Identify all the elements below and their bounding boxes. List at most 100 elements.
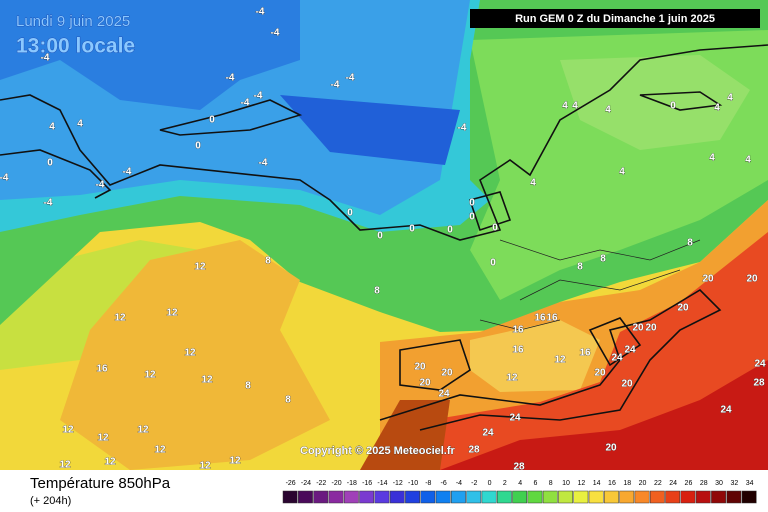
contour-label: -4 [96,180,105,191]
scale-label: 2 [503,480,507,487]
contour-label: 8 [245,381,251,392]
contour-label: 24 [438,389,450,400]
scale-swatch [481,490,497,504]
scale-swatch [435,490,451,504]
contour-label: 24 [611,353,623,364]
contour-label: 4 [605,105,611,116]
contour-label: 0 [209,115,215,126]
contour-label: 16 [512,325,524,336]
contour-label: -4 [0,173,9,184]
contour-label: 8 [374,286,380,297]
scale-label: -18 [347,480,357,487]
contour-label: 12 [154,445,166,456]
contour-label: 24 [509,413,521,424]
scale-label: 30 [715,480,723,487]
scale-label: 26 [685,480,693,487]
contour-label: 0 [47,158,53,169]
scale-label: 28 [700,480,708,487]
scale-label: 18 [623,480,631,487]
forecast-date: Lundi 9 juin 2025 [16,13,130,30]
contour-label: 8 [687,238,693,249]
scale-label: 22 [654,480,662,487]
scale-swatch [420,490,436,504]
scale-swatch [527,490,543,504]
scale-swatch [542,490,558,504]
contour-label: 12 [554,355,566,366]
contour-label: -4 [331,80,340,91]
contour-label: 0 [347,208,353,219]
contour-label: 20 [621,379,633,390]
contour-label: 0 [377,231,383,242]
scale-label: 8 [549,480,553,487]
scale-label: 32 [730,480,738,487]
scale-label: -6 [441,480,447,487]
contour-label: 8 [285,395,291,406]
contour-label: 4 [714,103,720,114]
footer-subtitle: (+ 204h) [30,495,71,507]
contour-label: 24 [624,345,636,356]
contour-label: 12 [59,460,71,471]
contour-label: 20 [677,303,689,314]
contour-label: 20 [746,274,758,285]
contour-label: 0 [490,258,496,269]
contour-label: 28 [468,445,480,456]
contour-label: 4 [745,155,751,166]
contour-label: 12 [144,370,156,381]
contour-label: 0 [670,101,676,112]
map [0,0,768,470]
scale-label: 10 [562,480,570,487]
contour-label: -4 [41,53,50,64]
scale-swatch [328,490,344,504]
scale-swatch [558,490,573,504]
contour-label: 20 [702,274,714,285]
scale-label: -8 [425,480,431,487]
contour-label: 20 [605,443,617,454]
contour-label: 8 [600,254,606,265]
scale-swatch [466,490,482,504]
scale-label: -12 [393,480,403,487]
contour-label: -4 [254,91,263,102]
contour-label: -4 [259,158,268,169]
contour-label: 12 [137,425,149,436]
run-info: Run GEM 0 Z du Dimanche 1 juin 2025 [515,13,715,25]
contour-label: 0 [195,141,201,152]
forecast-time: 13:00 locale [16,35,135,58]
scale-swatch [343,490,359,504]
scale-swatch [634,490,650,504]
scale-swatch [741,490,757,504]
contour-label: 12 [506,373,518,384]
contour-label: -4 [44,198,53,209]
scale-swatch [680,490,696,504]
contour-label: -4 [123,167,132,178]
contour-label: 4 [530,178,536,189]
contour-label: 16 [96,364,108,375]
scale-swatch [573,490,589,504]
contour-label: 20 [645,323,657,334]
contour-label: 12 [194,262,206,273]
contour-label: -4 [226,73,235,84]
scale-swatch [313,490,329,504]
run-box [470,9,760,28]
scale-swatch [649,490,665,504]
scale-swatch [496,490,512,504]
contour-label: -4 [458,123,467,134]
contour-label: 12 [199,461,211,472]
scale-swatch [726,490,742,504]
contour-label: 4 [572,101,578,112]
scale-swatch [298,490,313,504]
contour-label: 16 [579,348,591,359]
scale-label: 14 [593,480,601,487]
contour-label: 20 [414,362,426,373]
scale-label: -26 [286,480,296,487]
contour-label: 4 [562,101,568,112]
scale-swatch [695,490,711,504]
contour-label: 4 [727,93,733,104]
contour-label: 16 [534,313,546,324]
scale-swatch [588,490,604,504]
contour-label: 16 [546,313,558,324]
scale-label: -4 [456,480,462,487]
contour-label: 0 [409,224,415,235]
contour-label: 24 [720,405,732,416]
footer-title: Température 850hPa [30,475,171,492]
